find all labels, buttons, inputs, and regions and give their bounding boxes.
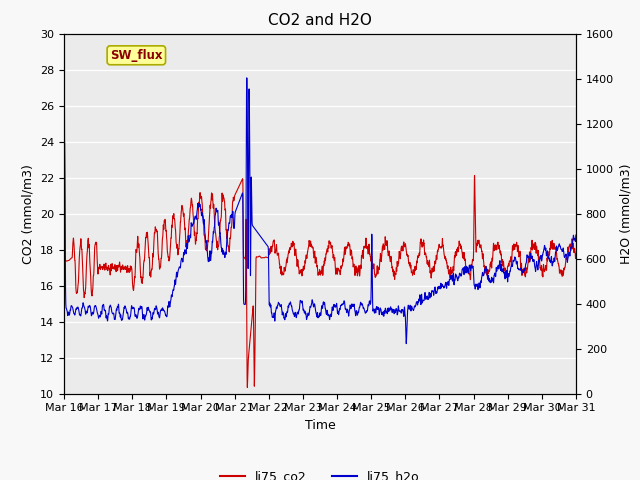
Legend: li75_co2, li75_h2o: li75_co2, li75_h2o bbox=[215, 465, 425, 480]
X-axis label: Time: Time bbox=[305, 419, 335, 432]
Y-axis label: H2O (mmol/m3): H2O (mmol/m3) bbox=[620, 163, 632, 264]
Title: CO2 and H2O: CO2 and H2O bbox=[268, 13, 372, 28]
Text: SW_flux: SW_flux bbox=[110, 49, 163, 62]
Y-axis label: CO2 (mmol/m3): CO2 (mmol/m3) bbox=[22, 164, 35, 264]
